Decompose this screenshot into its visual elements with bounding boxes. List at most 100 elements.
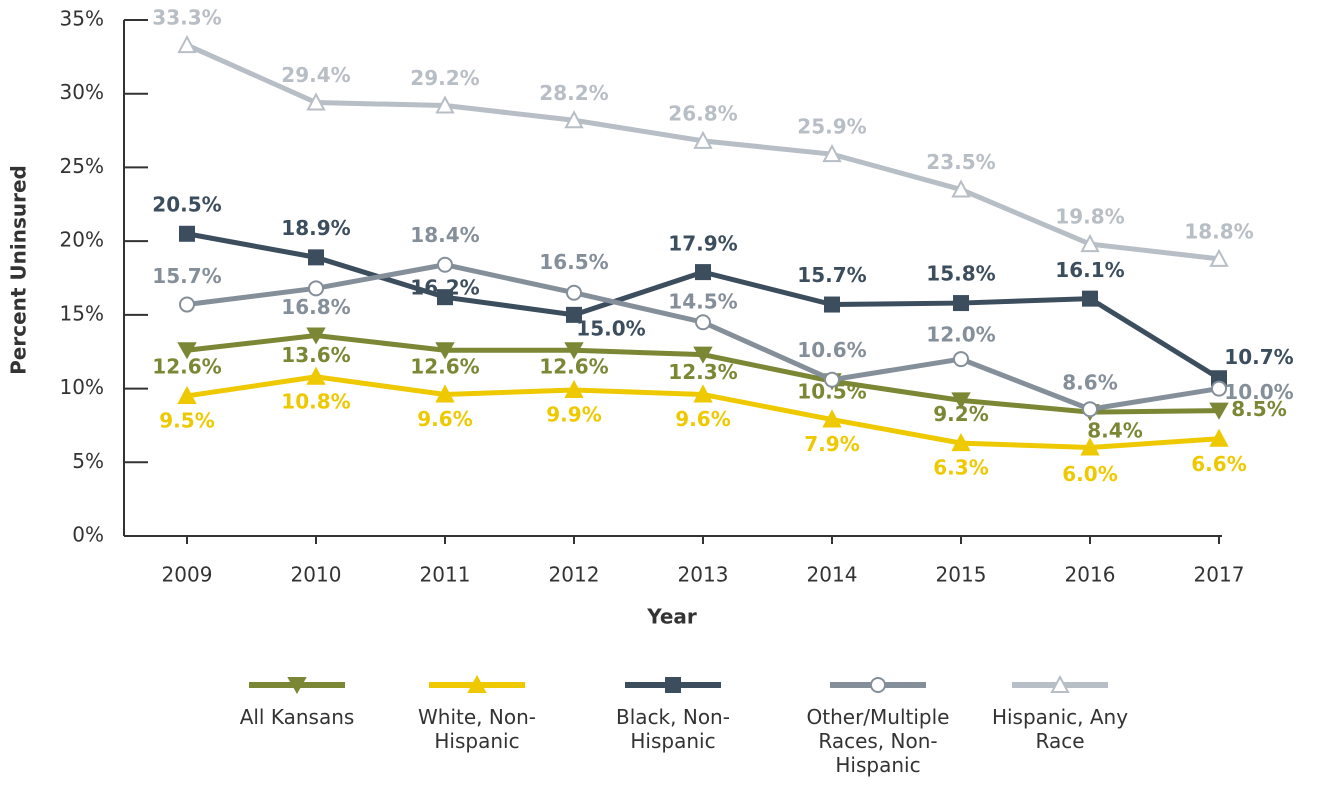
data-point (824, 371, 840, 388)
data-point (1209, 428, 1229, 447)
value-label: 19.8% (1055, 205, 1124, 229)
value-label: 16.8% (281, 295, 350, 319)
y-tick-label: 35% (60, 7, 104, 31)
value-label: 6.3% (933, 456, 988, 480)
data-point (566, 306, 582, 323)
data-point (435, 342, 455, 360)
value-label: 9.2% (933, 402, 988, 426)
x-tick-label: 2014 (807, 563, 858, 587)
value-label: 6.6% (1191, 452, 1246, 476)
value-label: 16.5% (539, 250, 608, 274)
data-point (1209, 248, 1229, 267)
data-point (822, 409, 842, 428)
legend-marker (287, 677, 307, 695)
data-point (1082, 290, 1098, 307)
x-tick-label: 2010 (291, 563, 342, 587)
value-label: 23.5% (926, 150, 995, 174)
data-point (306, 92, 326, 111)
legend-marks (249, 674, 1108, 695)
value-label: 9.6% (675, 407, 730, 431)
x-tick-label: 2017 (1194, 563, 1245, 587)
value-label: 33.3% (152, 6, 221, 30)
x-axis-label: Year (646, 605, 697, 629)
data-point (308, 249, 324, 266)
value-label: 29.4% (281, 63, 350, 87)
value-label: 9.9% (546, 403, 601, 427)
value-label: 28.2% (539, 81, 608, 105)
data-point (824, 296, 840, 313)
legend-label: Hispanic, Any Race (991, 705, 1129, 753)
value-label: 15.0% (576, 316, 645, 340)
value-label: 15.7% (152, 264, 221, 288)
data-point (306, 366, 326, 385)
y-tick-label: 0% (72, 523, 104, 547)
data-point (822, 144, 842, 163)
data-point (179, 296, 195, 313)
legend-label: Black, Non-Hispanic (616, 705, 730, 753)
value-label: 25.9% (797, 115, 866, 139)
value-label: 12.0% (926, 323, 995, 347)
value-label: 10.7% (1224, 345, 1293, 369)
legend-label: White, Non-Hispanic (418, 705, 536, 753)
data-point (564, 110, 584, 129)
data-point (564, 342, 584, 360)
x-tick-label: 2011 (420, 563, 471, 587)
value-label: 10.8% (281, 389, 350, 413)
x-tick-label: 2015 (936, 563, 987, 587)
data-point (437, 256, 453, 273)
value-label: 26.8% (668, 101, 737, 125)
value-label: 8.5% (1231, 397, 1286, 421)
value-label: 10.6% (797, 338, 866, 362)
value-label: 18.9% (281, 216, 350, 240)
value-label: 13.6% (281, 343, 350, 367)
data-point (693, 130, 713, 149)
data-point (308, 280, 324, 297)
legend: All Kansans White, Non-Hispanic Black, Non… (0, 660, 1317, 785)
y-axis-label: Percent Uninsured (7, 165, 31, 375)
value-label: 8.6% (1062, 371, 1117, 395)
data-point (566, 284, 582, 301)
x-tick-label: 2016 (1065, 563, 1116, 587)
value-label: 12.3% (668, 360, 737, 384)
value-label: 7.9% (804, 432, 859, 456)
x-tick-label: 2013 (678, 563, 729, 587)
x-tick-label: 2009 (162, 563, 213, 587)
legend-marker (467, 674, 487, 693)
legend-marker (665, 677, 681, 693)
value-label: 18.8% (1184, 219, 1253, 243)
data-point (951, 392, 971, 410)
value-label: 20.5% (152, 192, 221, 216)
data-point (437, 289, 453, 306)
data-point (695, 314, 711, 331)
data-point (177, 342, 197, 360)
data-point (435, 384, 455, 403)
y-tick-label: 10% (60, 375, 104, 399)
data-point (1080, 437, 1100, 456)
value-label: 17.9% (668, 232, 737, 256)
data-point (951, 432, 971, 452)
value-label: 12.6% (152, 355, 221, 379)
data-point (306, 327, 326, 345)
data-point (435, 95, 455, 114)
data-point (177, 34, 197, 54)
data-point (953, 295, 969, 312)
y-tick-label: 25% (60, 154, 104, 178)
data-point (1209, 402, 1229, 420)
data-point (179, 225, 195, 242)
y-tick-label: 30% (60, 80, 104, 104)
value-label: 29.2% (410, 66, 479, 90)
value-label: 16.2% (410, 276, 479, 300)
legend-marker (1050, 674, 1070, 693)
value-label: 15.7% (797, 263, 866, 287)
value-label: 8.4% (1087, 419, 1142, 443)
value-label: 10.0% (1224, 380, 1293, 404)
data-point (1082, 401, 1098, 418)
value-label: 9.6% (417, 407, 472, 431)
value-label: 12.6% (410, 355, 479, 379)
x-tick-label: 2012 (549, 563, 600, 587)
y-tick-label: 5% (72, 449, 104, 473)
legend-label: Other/Multiple Races, Non-Hispanic (806, 705, 950, 777)
data-point (1211, 380, 1227, 397)
value-label: 14.5% (668, 290, 737, 314)
value-label: 9.5% (159, 408, 214, 432)
